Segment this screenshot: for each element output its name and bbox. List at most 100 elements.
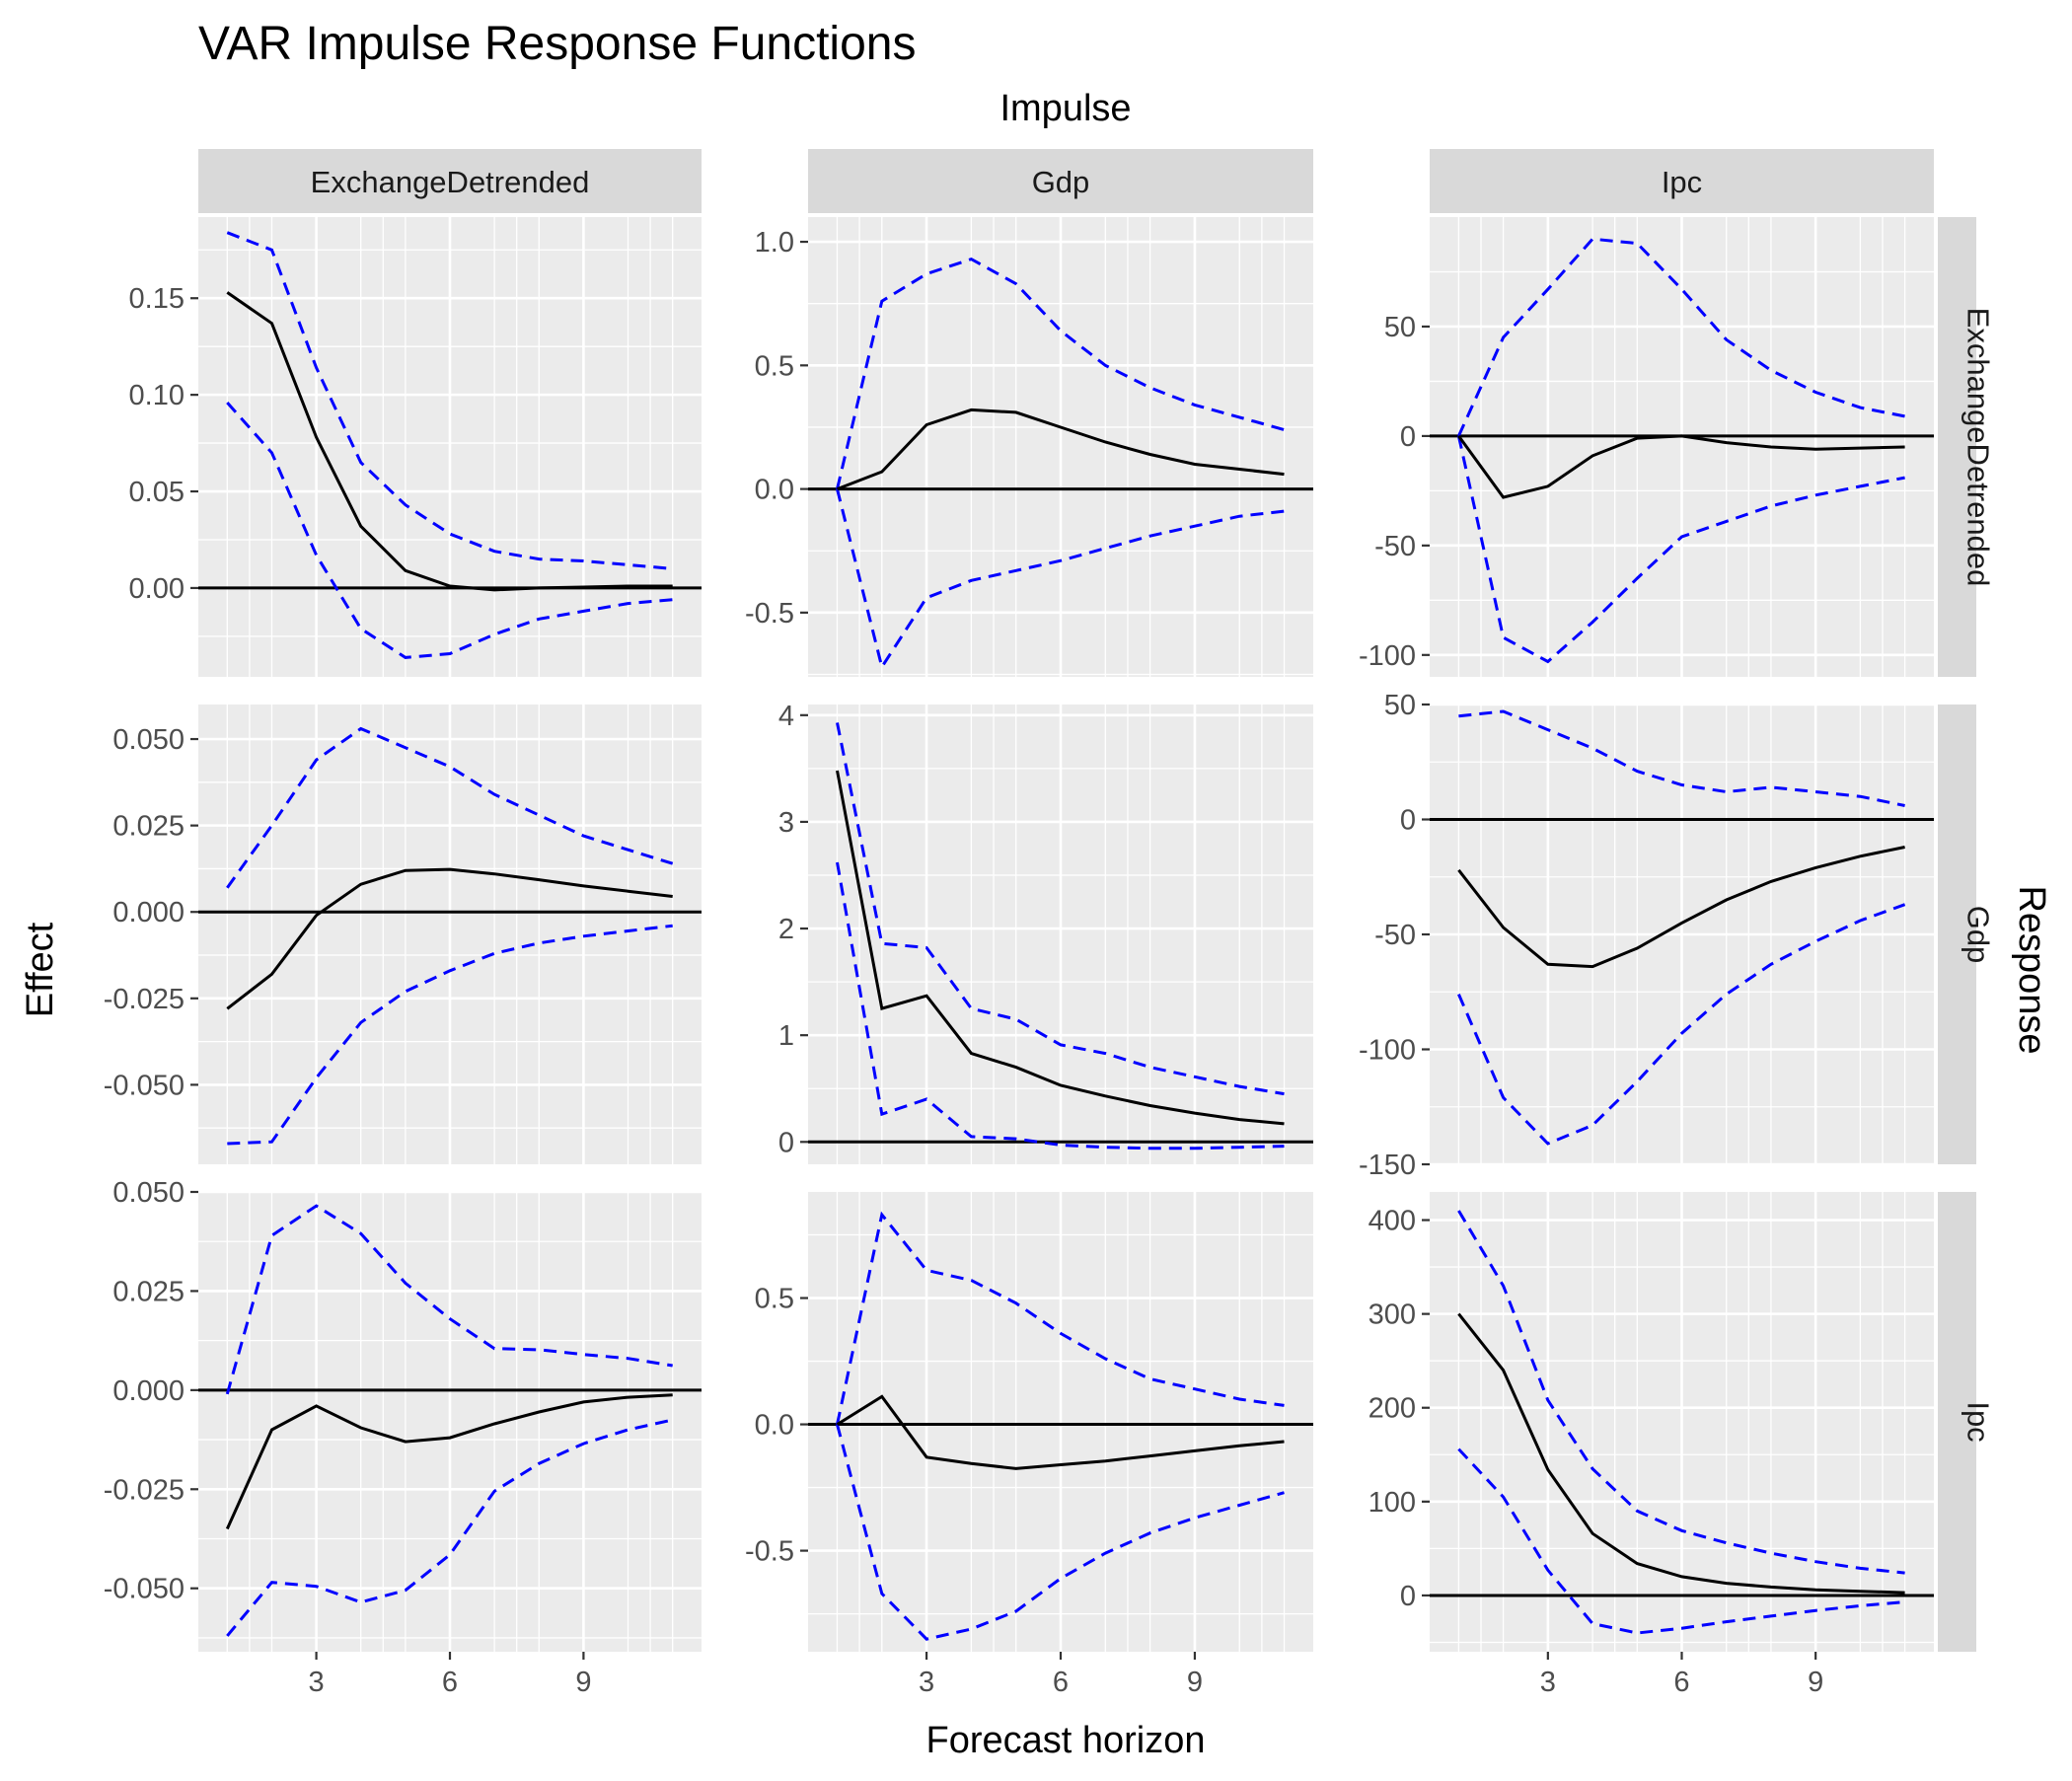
y-tick-label: 0.025 <box>112 811 185 843</box>
y-tick-label: 0.5 <box>755 1284 794 1315</box>
y-tick-label: 0.000 <box>112 897 185 928</box>
y-tick-label: 0.0 <box>755 475 794 506</box>
y-tick-label: -50 <box>1374 531 1416 562</box>
x-tick-label: 9 <box>575 1667 591 1698</box>
y-tick-label: -0.025 <box>104 984 185 1015</box>
column-title: Impulse <box>999 88 1131 129</box>
y-tick-label: -0.5 <box>745 1536 794 1568</box>
ci-lower-line <box>1457 903 1906 1146</box>
y-tick-label: 300 <box>1369 1299 1416 1331</box>
panel-ipc-to-exchangedetrended: -100 -50 0 50 <box>1359 217 1934 677</box>
y-axis-title: Effect <box>20 922 61 1017</box>
ci-lower-line <box>836 488 1285 671</box>
irf-line <box>226 867 673 1010</box>
panel-gdp-to-gdp: 0 1 2 3 4 <box>778 701 1313 1164</box>
ci-upper-line <box>225 1204 673 1395</box>
strip-label-response-exchangedetrended: ExchangeDetrended <box>1961 308 1996 587</box>
row-title: Response <box>2011 885 2052 1054</box>
y-tick-label: 1.0 <box>755 227 794 259</box>
y-tick-label: -0.050 <box>104 1574 185 1605</box>
y-tick-label: 1 <box>778 1020 794 1052</box>
ci-upper-line <box>1458 709 1905 807</box>
y-tick-label: 200 <box>1369 1393 1416 1425</box>
ci-upper-line <box>836 257 1285 489</box>
y-tick-label: 0.000 <box>112 1375 185 1407</box>
y-tick-label: 0.050 <box>112 1177 185 1209</box>
ci-lower-line <box>836 1424 1285 1641</box>
strip-bg-col-ipc <box>1430 149 1934 213</box>
y-tick-label: 50 <box>1384 312 1416 343</box>
panel-exchangedetrended-to-gdp: -0.050 -0.025 0.000 0.025 0.050 <box>104 705 702 1164</box>
y-tick-label: 400 <box>1369 1206 1416 1237</box>
ci-lower-line <box>1457 1447 1905 1635</box>
ci-lower-line <box>226 1418 674 1637</box>
y-tick-label: 0.025 <box>112 1276 185 1307</box>
irf-line <box>836 408 1285 490</box>
y-tick-label: 3 <box>778 807 794 839</box>
strip-label-impulse-ipc: Ipc <box>1662 165 1702 199</box>
strip-label-impulse-gdp: Gdp <box>1032 165 1090 199</box>
facet-panels: ExchangeDetrended Gdp Ipc ExchangeDetrended… <box>104 149 1996 1698</box>
y-tick-label: 0.10 <box>129 380 185 411</box>
strip-bg-row-exchangedetrended <box>1938 217 1976 677</box>
ci-upper-line <box>1457 1210 1905 1575</box>
panel-ipc-to-ipc: 0 100 200 300 400 3 6 9 <box>1369 1192 1934 1698</box>
x-axis-title: Forecast horizon <box>925 1720 1205 1761</box>
y-tick-label: 0 <box>1400 805 1416 837</box>
ci-upper-line <box>836 1211 1285 1425</box>
ci-lower-line <box>227 924 673 1146</box>
irf-line <box>1457 846 1905 969</box>
irf-line <box>226 291 673 592</box>
panel-exchangedetrended-to-exchangedetrended: 0.00 0.05 0.10 0.15 <box>129 217 702 677</box>
irf-line <box>836 1394 1285 1470</box>
strip-label-response-gdp: Gdp <box>1961 906 1996 964</box>
ci-upper-line <box>226 231 673 570</box>
y-tick-label: 0 <box>778 1127 794 1158</box>
irf-line <box>1457 1312 1905 1595</box>
panel-ipc-to-gdp: -150 -100 -50 0 50 <box>1359 690 1934 1181</box>
x-tick-label: 3 <box>919 1667 934 1698</box>
y-tick-label: -150 <box>1359 1150 1416 1181</box>
y-tick-label: 0 <box>1400 1581 1416 1612</box>
ci-upper-line <box>836 722 1285 1096</box>
y-tick-label: -100 <box>1359 640 1416 672</box>
y-tick-label: 2 <box>778 914 794 945</box>
x-tick-label: 6 <box>1053 1667 1069 1698</box>
y-tick-label: 100 <box>1369 1487 1416 1519</box>
y-tick-label: 0.15 <box>129 283 185 315</box>
strip-label-response-ipc: Ipc <box>1961 1401 1996 1442</box>
chart-title: VAR Impulse Response Functions <box>198 18 916 70</box>
y-tick-label: 0.00 <box>129 573 185 605</box>
strip-bg-col-gdp <box>808 149 1313 213</box>
y-tick-label: 0 <box>1400 421 1416 453</box>
ci-lower-line <box>1456 435 1905 664</box>
y-tick-label: -0.5 <box>745 598 794 630</box>
x-tick-label: 6 <box>442 1667 458 1698</box>
irf-line <box>225 1393 673 1530</box>
ci-upper-line <box>1457 237 1905 437</box>
y-tick-label: 0.050 <box>112 724 185 756</box>
y-tick-label: -0.025 <box>104 1474 185 1506</box>
y-tick-label: 0.0 <box>755 1410 794 1442</box>
strip-bg-col-exchangedetrended <box>198 149 702 213</box>
irf-line <box>1457 434 1905 499</box>
panel-gdp-to-exchangedetrended: -0.5 0.0 0.5 1.0 <box>745 217 1313 677</box>
strip-bg-row-ipc <box>1938 1192 1976 1652</box>
y-tick-label: 4 <box>778 701 794 732</box>
y-tick-label: -100 <box>1359 1035 1416 1067</box>
ci-lower-line <box>226 402 673 659</box>
x-tick-label: 6 <box>1673 1667 1689 1698</box>
panel-gdp-to-ipc: -0.5 0.0 0.5 3 6 9 <box>745 1192 1313 1698</box>
y-tick-label: 0.05 <box>129 477 185 508</box>
strip-bg-row-gdp <box>1938 705 1976 1164</box>
x-tick-label: 3 <box>309 1667 325 1698</box>
x-tick-label: 9 <box>1808 1667 1823 1698</box>
irf-line <box>836 770 1285 1126</box>
x-tick-label: 3 <box>1540 1667 1556 1698</box>
ci-upper-line <box>226 726 674 889</box>
y-tick-label: -0.050 <box>104 1070 185 1101</box>
x-tick-label: 9 <box>1187 1667 1203 1698</box>
y-tick-label: -50 <box>1374 920 1416 951</box>
